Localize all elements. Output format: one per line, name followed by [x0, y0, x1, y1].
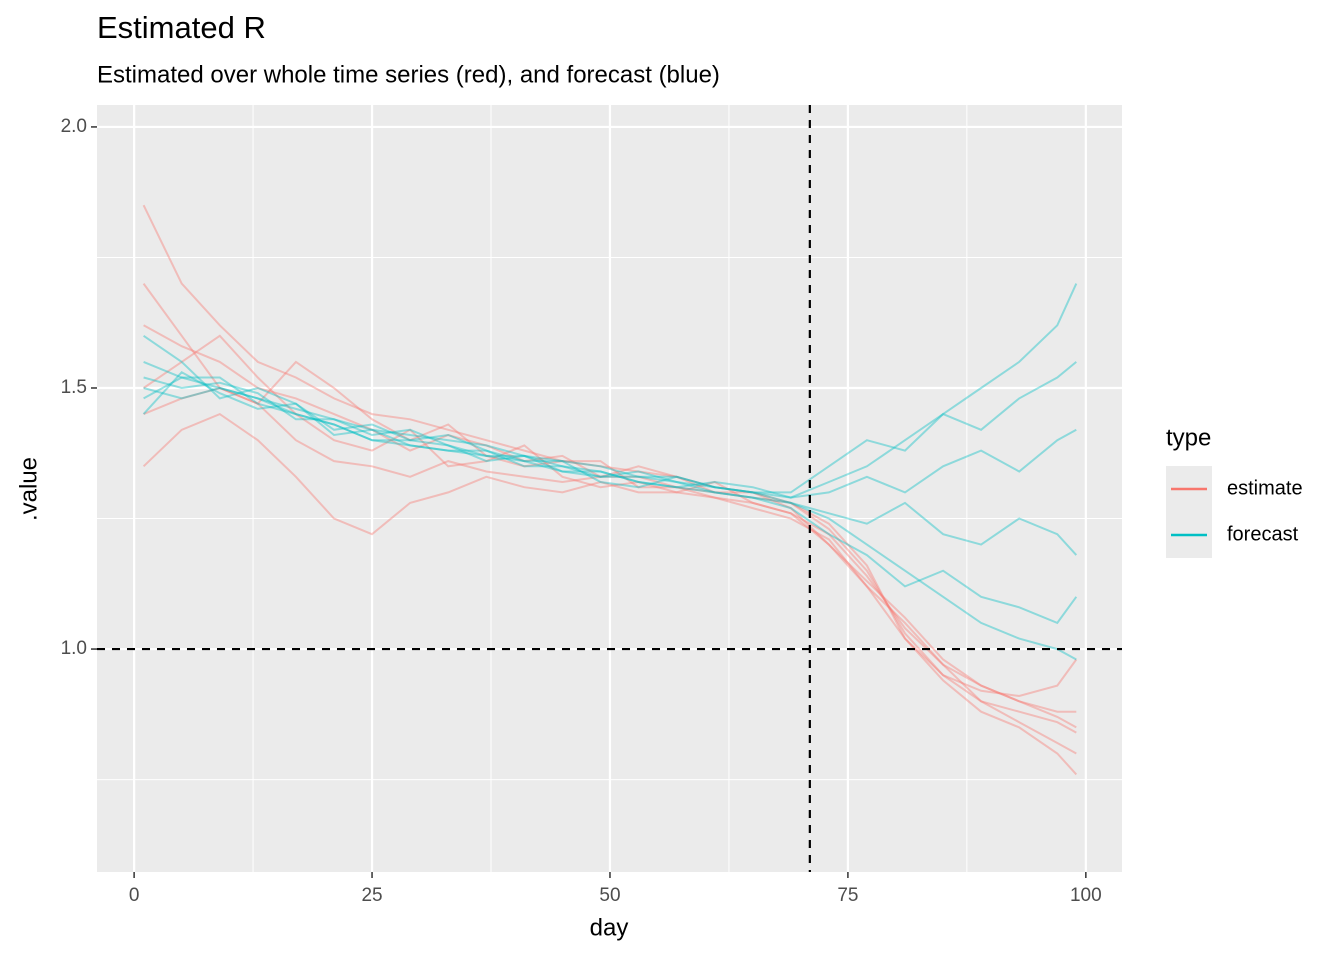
- y-axis-title: .value: [15, 457, 42, 521]
- x-tick-label: 75: [837, 885, 858, 906]
- legend-title: type: [1166, 424, 1211, 451]
- chart-subtitle: Estimated over whole time series (red), …: [97, 61, 720, 88]
- x-tick-label: 0: [129, 885, 140, 906]
- legend-label: forecast: [1227, 523, 1299, 545]
- y-tick-label: 1.0: [61, 638, 87, 659]
- series-line: [143, 324, 1077, 734]
- y-tick-label: 2.0: [61, 116, 87, 137]
- series-line: [143, 386, 1077, 729]
- x-tick-label: 100: [1070, 885, 1102, 906]
- series-line: [143, 283, 1078, 499]
- series-line: [142, 412, 1077, 755]
- x-axis-title: day: [590, 914, 629, 941]
- x-tick-label: 25: [361, 885, 382, 906]
- series-line: [143, 334, 1077, 499]
- chart-title: Estimated R: [97, 10, 266, 45]
- series-line: [143, 386, 1078, 625]
- series-line: [142, 361, 1077, 494]
- series-line: [143, 376, 1078, 556]
- y-tick-label: 1.5: [61, 377, 87, 398]
- legend-label: estimate: [1227, 477, 1303, 499]
- series-line: [142, 204, 1078, 698]
- series-line: [143, 376, 1077, 661]
- x-tick-label: 50: [599, 885, 620, 906]
- series-line: [142, 283, 1078, 776]
- series-line: [143, 334, 1077, 713]
